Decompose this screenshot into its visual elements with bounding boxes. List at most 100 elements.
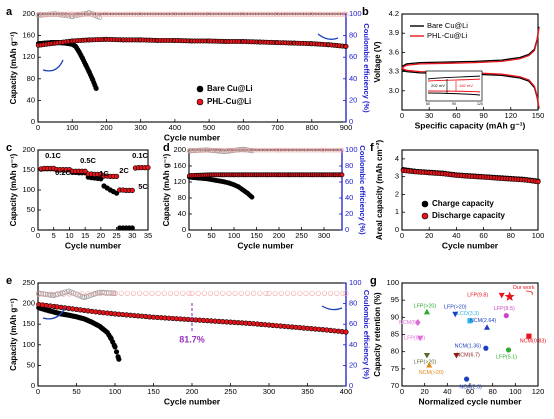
rate-label: 0.1C (132, 151, 148, 160)
inset-label: 202 mV (431, 83, 445, 88)
panel-e: 0 50 100 150 200 250 300 350 400050100150200250C… (6, 275, 371, 406)
data-point (195, 148, 200, 153)
x-tick-label: 200 (100, 123, 113, 132)
data-point (339, 147, 345, 153)
data-point (113, 173, 120, 179)
y-tick-label: 0 (395, 225, 399, 234)
data-point (286, 11, 292, 17)
legend-marker (196, 85, 204, 93)
data-point (35, 12, 41, 18)
inset-frame (425, 70, 483, 102)
data-point (295, 147, 301, 153)
data-point (175, 11, 181, 17)
legend-marker (421, 212, 429, 220)
data-point (294, 11, 300, 17)
x-tick-label: 50 (207, 231, 215, 240)
data-point (128, 11, 134, 17)
data-point (206, 147, 211, 153)
data-point (259, 11, 265, 17)
data-point (314, 11, 320, 17)
data-point (220, 290, 226, 296)
data-point (177, 11, 183, 17)
data-point (165, 11, 171, 17)
x-tick-label: 100 (66, 123, 79, 132)
data-point (272, 290, 278, 296)
rate-label: 0.1C (45, 151, 61, 160)
data-point (124, 290, 130, 296)
data-point (151, 11, 157, 17)
data-point (280, 11, 286, 17)
data-point (292, 147, 298, 153)
data-point (275, 11, 281, 17)
data-point (245, 147, 251, 153)
data-point (83, 11, 89, 17)
data-point (309, 290, 315, 296)
data-point (245, 147, 250, 153)
data-point (324, 147, 330, 153)
data-point (81, 294, 87, 301)
inset-tick: 120 (477, 102, 483, 106)
comparison-label: NCM(2.64) (470, 318, 497, 324)
x-tick-label: 150 (250, 231, 263, 240)
comparison-label: LFP(>20) (414, 360, 437, 366)
data-point (199, 11, 205, 17)
data-point (328, 11, 334, 17)
data-point (284, 147, 290, 153)
panel-letter-f: f (370, 142, 374, 154)
x-tick-label: 60 (466, 387, 474, 396)
x-tick-label: 200 (186, 387, 199, 396)
data-point (174, 290, 180, 296)
y2-tick-label: 80 (349, 31, 357, 40)
comparison-point (504, 291, 515, 302)
data-point (209, 11, 215, 17)
y-tick-label: 85 (391, 329, 399, 338)
comparison-point (426, 362, 433, 368)
legend-label: Charge capacity (432, 199, 494, 208)
data-point (195, 147, 201, 153)
data-point (112, 344, 118, 350)
data-point (194, 11, 200, 17)
x-tick-label: 400 (340, 387, 353, 396)
data-point (321, 147, 327, 153)
y-tick-label: 1 (395, 207, 399, 216)
data-point (46, 11, 52, 17)
y-tick-label: 200 (173, 145, 186, 154)
data-point (234, 147, 239, 153)
data-point (253, 147, 258, 153)
data-point (327, 147, 332, 153)
x-tick-label: 20 (420, 387, 428, 396)
y2-tick-label: 20 (349, 95, 357, 104)
data-point (300, 147, 306, 153)
panel-letter-a: a (6, 6, 13, 18)
data-point (188, 11, 194, 17)
x-axis-title: Cycle number (164, 396, 221, 406)
data-point (69, 11, 75, 17)
inset: 202 mV 182 mV 60 90 120 (425, 70, 483, 106)
data-point (249, 194, 255, 200)
data-point (137, 290, 143, 296)
data-point (312, 11, 318, 17)
y-tick-label: 160 (173, 161, 186, 170)
x-tick-label: 25 (112, 231, 120, 240)
x-tick-label: 15 (81, 231, 89, 240)
data-point (219, 147, 225, 153)
y2-tick-label: 40 (345, 193, 353, 202)
y-tick-label: 40 (27, 95, 35, 104)
y-axis-title: Capacity (mAh g⁻¹) (9, 153, 18, 226)
data-point (282, 147, 287, 153)
data-point (237, 147, 242, 153)
data-point (38, 12, 44, 18)
y-tick-label: 0 (31, 117, 35, 126)
y-tick-label: 3.3 (389, 67, 399, 76)
inset-label: 182 mV (459, 83, 473, 88)
x-tick-label: 20 (97, 231, 105, 240)
data-point (257, 290, 263, 296)
legend-label: Bare Cu@Li (207, 84, 253, 93)
x-tick-label: 250 (295, 231, 308, 240)
data-point (332, 147, 338, 153)
y-tick-label: 80 (27, 74, 35, 83)
x-tick-label: 100 (532, 231, 545, 240)
y2-tick-label: 80 (345, 161, 353, 170)
data-point (535, 179, 541, 185)
